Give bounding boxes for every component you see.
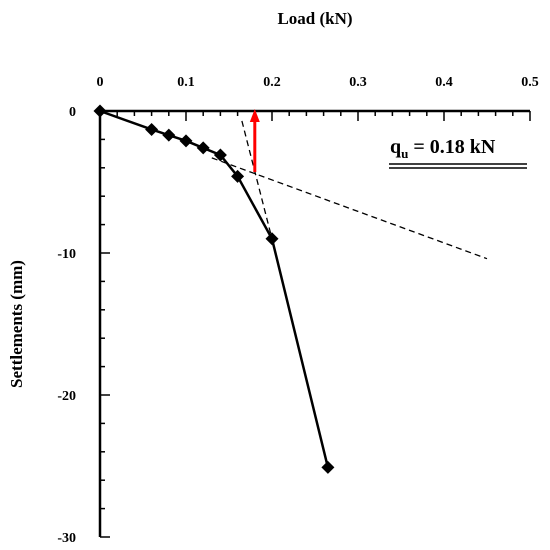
x-tick-label: 0.3 xyxy=(349,75,367,90)
series-group xyxy=(93,104,335,474)
axes: 0 0.1 0.2 0.3 0.4 0.5 0 -10 -20 -30 xyxy=(57,75,538,546)
x-tick-label: 0.5 xyxy=(521,75,539,90)
qu-value: = 0.18 kN xyxy=(408,136,496,158)
x-tick-label: 0 xyxy=(97,75,104,90)
y-axis-ticks: 0 -10 -20 -30 xyxy=(57,105,110,546)
data-point-marker xyxy=(162,128,176,142)
series-line xyxy=(99,109,330,468)
qu-marker-arrow xyxy=(249,109,260,173)
data-point-marker xyxy=(93,104,107,118)
qu-subscript: u xyxy=(401,146,408,161)
qu-symbol: q xyxy=(390,136,401,158)
data-point-marker xyxy=(231,169,245,183)
data-point-marker xyxy=(196,141,210,155)
data-point-marker xyxy=(213,148,227,162)
x-axis-ticks: 0 0.1 0.2 0.3 0.4 0.5 xyxy=(97,75,539,121)
tangent-line xyxy=(241,120,273,239)
data-point-marker xyxy=(265,232,279,246)
y-tick-label: -10 xyxy=(57,247,76,262)
data-point-marker xyxy=(321,460,335,474)
qu-annotation-text: qu = 0.18 kN xyxy=(390,136,496,161)
tangent-lines xyxy=(211,120,488,260)
x-tick-label: 0.2 xyxy=(263,75,281,90)
x-tick-label: 0.1 xyxy=(177,75,195,90)
tangent-line xyxy=(211,157,488,260)
arrow-head xyxy=(249,109,260,122)
x-tick-label: 0.4 xyxy=(435,75,453,90)
y-axis-title: Settlements (mm) xyxy=(7,260,26,388)
x-axis-title: Load (kN) xyxy=(277,9,352,28)
data-point-marker xyxy=(145,122,159,136)
y-tick-label: -20 xyxy=(57,389,76,404)
y-tick-label: -30 xyxy=(57,531,76,546)
y-tick-label: 0 xyxy=(69,105,76,120)
data-point-marker xyxy=(179,134,193,148)
qu-annotation: qu = 0.18 kN xyxy=(389,136,527,169)
